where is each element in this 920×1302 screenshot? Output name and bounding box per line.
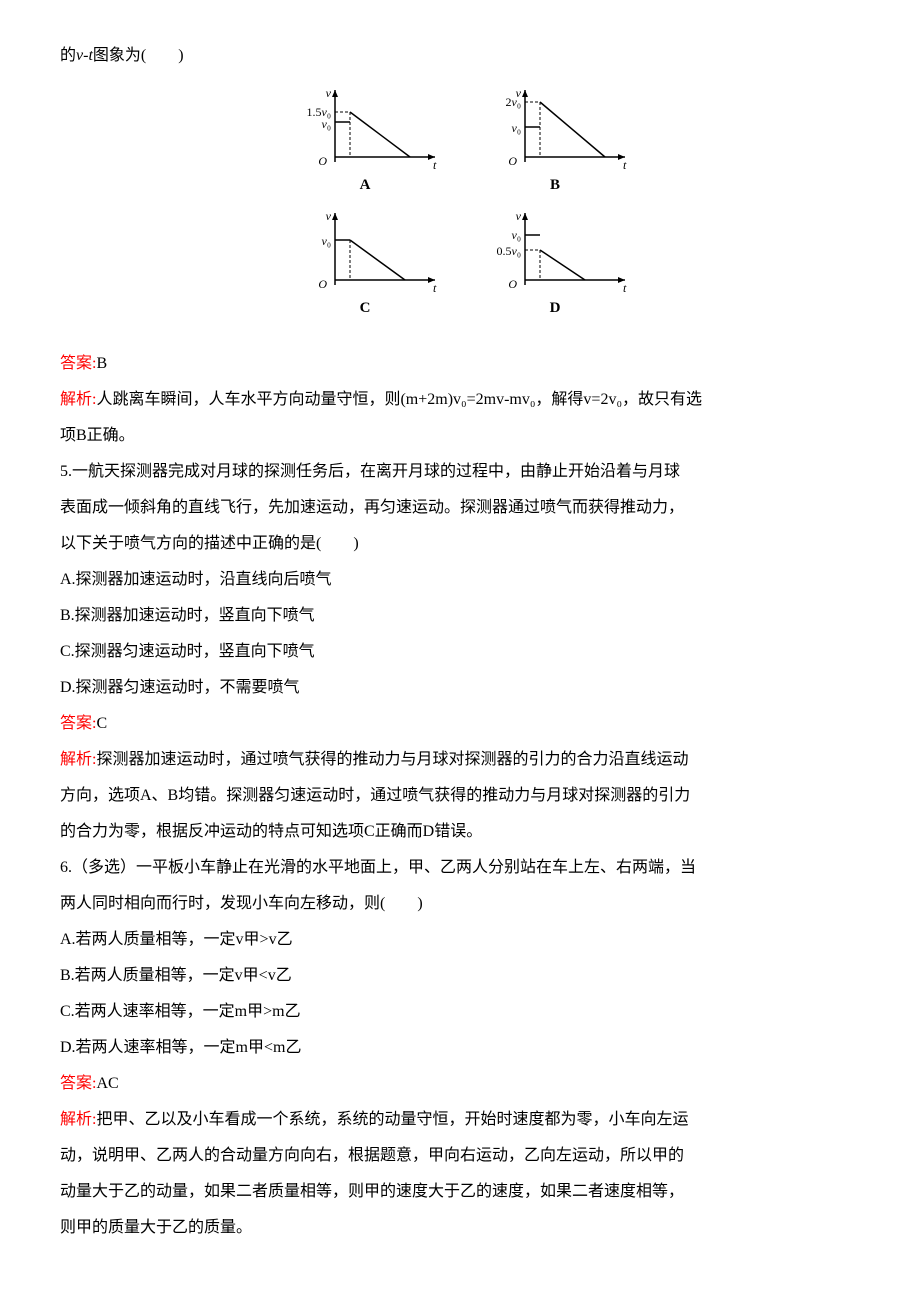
chart-b-svg: O v t 2v₀ v₀ <box>475 82 635 172</box>
svg-text:v₀: v₀ <box>321 117 331 131</box>
q6-analysis-label: 解析: <box>60 1111 96 1128</box>
chart-b-label: B <box>550 170 560 200</box>
chart-a-label: A <box>360 170 371 200</box>
q6-number: 6. <box>60 859 72 876</box>
q5-number: 5. <box>60 463 72 480</box>
chart-a: O v t 1.5v₀ v₀ A <box>285 82 445 200</box>
chart-c: O v t v₀ C <box>285 205 445 323</box>
q6-opt-b: B.若两人质量相等，一定v甲<v乙 <box>60 960 860 992</box>
svg-text:t: t <box>623 158 627 172</box>
svg-text:v₀: v₀ <box>511 228 521 242</box>
q5-stem-line1: 5.一航天探测器完成对月球的探测任务后，在离开月球的过程中，由静止开始沿着与月球 <box>60 456 860 488</box>
q5-opt-b: B.探测器加速运动时，竖直向下喷气 <box>60 600 860 632</box>
q4-analysis-line2: 项B正确。 <box>60 420 860 452</box>
chart-d: O v t v₀ 0.5v₀ D <box>475 205 635 323</box>
q5-analysis-line3: 的合力为零，根据反冲运动的特点可知选项C正确而D错误。 <box>60 816 860 848</box>
q5-stem-line3: 以下关于喷气方向的描述中正确的是( ) <box>60 528 860 560</box>
q6-analysis1: 把甲、乙以及小车看成一个系统，系统的动量守恒，开始时速度都为零，小车向左运 <box>96 1111 688 1128</box>
chart-a-svg: O v t 1.5v₀ v₀ <box>285 82 445 172</box>
svg-text:v: v <box>326 209 332 223</box>
q5-analysis-line1: 解析:探测器加速运动时，通过喷气获得的推动力与月球对探测器的引力的合力沿直线运动 <box>60 744 860 776</box>
q5-opt-d: D.探测器匀速运动时，不需要喷气 <box>60 672 860 704</box>
q4-analysis-text: 人跳离车瞬间，人车水平方向动量守恒，则(m+2m)v₀=2mv-mv₀，解得v=… <box>96 391 702 408</box>
q4-answer: 答案:B <box>60 348 860 380</box>
q5-stem1: 一航天探测器完成对月球的探测任务后，在离开月球的过程中，由静止开始沿着与月球 <box>72 463 680 480</box>
q5-analysis1: 探测器加速运动时，通过喷气获得的推动力与月球对探测器的引力的合力沿直线运动 <box>96 751 688 768</box>
q6-stem-line1: 6.（多选）一平板小车静止在光滑的水平地面上，甲、乙两人分别站在车上左、右两端，… <box>60 852 860 884</box>
chart-row-2: O v t v₀ C O v t v₀ 0.5v₀ <box>285 205 635 323</box>
svg-text:v₀: v₀ <box>511 121 521 135</box>
q5-analysis-line2: 方向，选项A、B均错。探测器匀速运动时，通过喷气获得的推动力与月球对探测器的引力 <box>60 780 860 812</box>
chart-row-1: O v t 1.5v₀ v₀ A O v t 2v₀ <box>285 82 635 200</box>
q6-opt-d: D.若两人速率相等，一定m甲<m乙 <box>60 1032 860 1064</box>
svg-text:v: v <box>516 209 522 223</box>
q5-answer-value: C <box>96 715 107 732</box>
q5-opt-c: C.探测器匀速运动时，竖直向下喷气 <box>60 636 860 668</box>
svg-text:O: O <box>318 154 327 168</box>
q5-opt-a: A.探测器加速运动时，沿直线向后喷气 <box>60 564 860 596</box>
q6-opt-a: A.若两人质量相等，一定v甲>v乙 <box>60 924 860 956</box>
q6-answer-value: AC <box>96 1075 118 1092</box>
chart-c-svg: O v t v₀ <box>285 205 445 295</box>
svg-text:O: O <box>508 154 517 168</box>
svg-text:v₀: v₀ <box>321 234 331 248</box>
q4-answer-label: 答案: <box>60 355 96 372</box>
q5-analysis-label: 解析: <box>60 751 96 768</box>
q6-analysis-line1: 解析:把甲、乙以及小车看成一个系统，系统的动量守恒，开始时速度都为零，小车向左运 <box>60 1104 860 1136</box>
intro-line: 的v-t图象为( ) <box>60 40 860 72</box>
svg-text:O: O <box>318 277 327 291</box>
chart-d-label: D <box>550 293 561 323</box>
q4-analysis-line1: 解析:人跳离车瞬间，人车水平方向动量守恒，则(m+2m)v₀=2mv-mv₀，解… <box>60 384 860 416</box>
q6-analysis-line3: 动量大于乙的动量，如果二者质量相等，则甲的速度大于乙的速度，如果二者速度相等， <box>60 1176 860 1208</box>
intro-suffix: 图象为( ) <box>93 47 184 64</box>
q4-analysis-label: 解析: <box>60 391 96 408</box>
q4-answer-value: B <box>96 355 107 372</box>
svg-text:t: t <box>623 281 627 295</box>
q6-answer-label: 答案: <box>60 1075 96 1092</box>
svg-text:v: v <box>326 86 332 100</box>
svg-text:2v₀: 2v₀ <box>505 95 521 109</box>
q6-stem1: （多选）一平板小车静止在光滑的水平地面上，甲、乙两人分别站在车上左、右两端，当 <box>72 859 696 876</box>
q5-answer: 答案:C <box>60 708 860 740</box>
svg-text:0.5v₀: 0.5v₀ <box>496 244 521 258</box>
q6-answer: 答案:AC <box>60 1068 860 1100</box>
q6-opt-c: C.若两人速率相等，一定m甲>m乙 <box>60 996 860 1028</box>
intro-prefix: 的 <box>60 47 76 64</box>
q5-answer-label: 答案: <box>60 715 96 732</box>
svg-text:O: O <box>508 277 517 291</box>
svg-text:t: t <box>433 158 437 172</box>
charts-container: O v t 1.5v₀ v₀ A O v t 2v₀ <box>60 82 860 328</box>
chart-c-label: C <box>360 293 371 323</box>
q6-analysis-line2: 动，说明甲、乙两人的合动量方向向右，根据题意，甲向右运动，乙向左运动，所以甲的 <box>60 1140 860 1172</box>
chart-d-svg: O v t v₀ 0.5v₀ <box>475 205 635 295</box>
q5-stem-line2: 表面成一倾斜角的直线飞行，先加速运动，再匀速运动。探测器通过喷气而获得推动力， <box>60 492 860 524</box>
svg-text:t: t <box>433 281 437 295</box>
chart-b: O v t 2v₀ v₀ B <box>475 82 635 200</box>
q6-stem-line2: 两人同时相向而行时，发现小车向左移动，则( ) <box>60 888 860 920</box>
intro-var: v-t <box>76 47 93 64</box>
q6-analysis-line4: 则甲的质量大于乙的质量。 <box>60 1212 860 1244</box>
